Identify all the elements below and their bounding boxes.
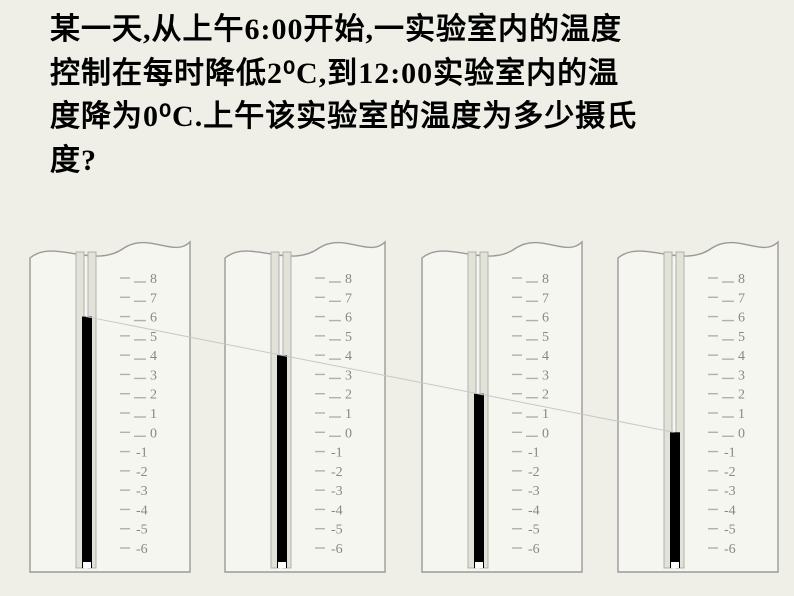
svg-text:4: 4 — [738, 349, 745, 364]
svg-text:-4: -4 — [528, 503, 540, 518]
svg-text:6: 6 — [345, 311, 352, 326]
svg-text:7: 7 — [150, 291, 157, 306]
svg-text:-6: -6 — [528, 542, 540, 557]
svg-text:7: 7 — [542, 291, 549, 306]
svg-text:8: 8 — [738, 272, 745, 287]
svg-text:1: 1 — [542, 407, 549, 422]
q-line-1: 某一天,从上午6:00开始,一实验室内的温度 — [50, 8, 750, 52]
svg-text:-5: -5 — [724, 523, 736, 538]
svg-text:4: 4 — [542, 349, 549, 364]
svg-text:0: 0 — [150, 426, 157, 441]
svg-text:-5: -5 — [331, 523, 343, 538]
svg-text:-2: -2 — [528, 465, 540, 480]
svg-text:1: 1 — [738, 407, 745, 422]
svg-text:-1: -1 — [724, 446, 736, 461]
svg-text:2: 2 — [542, 388, 549, 403]
svg-text:-5: -5 — [528, 523, 540, 538]
q-line-3: 度降为0⁰C.上午该实验室的温度为多少摄氏 — [50, 95, 750, 139]
thermometer-2: 0 1 2 3 4 5 6 7 8 -1 -2 -3 -4 -5 -6 — [219, 228, 391, 578]
svg-text:0: 0 — [542, 426, 549, 441]
svg-text:2: 2 — [345, 388, 352, 403]
thermometer-1: 0 1 2 3 4 5 6 7 8 -1 -2 -3 -4 -5 -6 — [24, 228, 196, 578]
svg-text:1: 1 — [345, 407, 352, 422]
svg-text:-3: -3 — [528, 484, 540, 499]
svg-text:0: 0 — [345, 426, 352, 441]
svg-text:-1: -1 — [528, 446, 540, 461]
svg-text:-2: -2 — [136, 465, 148, 480]
svg-text:3: 3 — [738, 368, 745, 383]
svg-text:5: 5 — [542, 330, 549, 345]
svg-text:4: 4 — [150, 349, 157, 364]
svg-text:-6: -6 — [724, 542, 736, 557]
svg-text:3: 3 — [542, 368, 549, 383]
svg-text:6: 6 — [542, 311, 549, 326]
svg-text:3: 3 — [345, 368, 352, 383]
svg-text:-3: -3 — [724, 484, 736, 499]
svg-text:8: 8 — [150, 272, 157, 287]
svg-text:-2: -2 — [724, 465, 736, 480]
question-text: 某一天,从上午6:00开始,一实验室内的温度 控制在每时降低2⁰C,到12:00… — [50, 8, 750, 182]
thermometer-4: 0 1 2 3 4 5 6 7 8 -1 -2 -3 -4 -5 -6 — [612, 228, 784, 578]
q-line-2: 控制在每时降低2⁰C,到12:00实验室内的温 — [50, 52, 750, 96]
svg-text:7: 7 — [738, 291, 745, 306]
svg-text:6: 6 — [150, 311, 157, 326]
svg-text:-6: -6 — [331, 542, 343, 557]
svg-text:7: 7 — [345, 291, 352, 306]
svg-text:3: 3 — [150, 368, 157, 383]
svg-text:8: 8 — [542, 272, 549, 287]
svg-text:-3: -3 — [136, 484, 148, 499]
svg-text:-2: -2 — [331, 465, 343, 480]
svg-text:-5: -5 — [136, 523, 148, 538]
svg-text:4: 4 — [345, 349, 352, 364]
thermometer-3: 0 1 2 3 4 5 6 7 8 -1 -2 -3 -4 -5 -6 — [416, 228, 588, 578]
svg-text:8: 8 — [345, 272, 352, 287]
svg-text:-4: -4 — [331, 503, 343, 518]
svg-text:-6: -6 — [136, 542, 148, 557]
svg-text:-1: -1 — [136, 446, 148, 461]
svg-text:5: 5 — [345, 330, 352, 345]
svg-text:2: 2 — [738, 388, 745, 403]
svg-text:5: 5 — [738, 330, 745, 345]
svg-text:-4: -4 — [724, 503, 736, 518]
q-line-4: 度? — [50, 139, 750, 183]
svg-text:6: 6 — [738, 311, 745, 326]
svg-text:2: 2 — [150, 388, 157, 403]
svg-text:-1: -1 — [331, 446, 343, 461]
svg-text:0: 0 — [738, 426, 745, 441]
svg-text:-4: -4 — [136, 503, 148, 518]
svg-text:5: 5 — [150, 330, 157, 345]
svg-text:1: 1 — [150, 407, 157, 422]
svg-text:-3: -3 — [331, 484, 343, 499]
